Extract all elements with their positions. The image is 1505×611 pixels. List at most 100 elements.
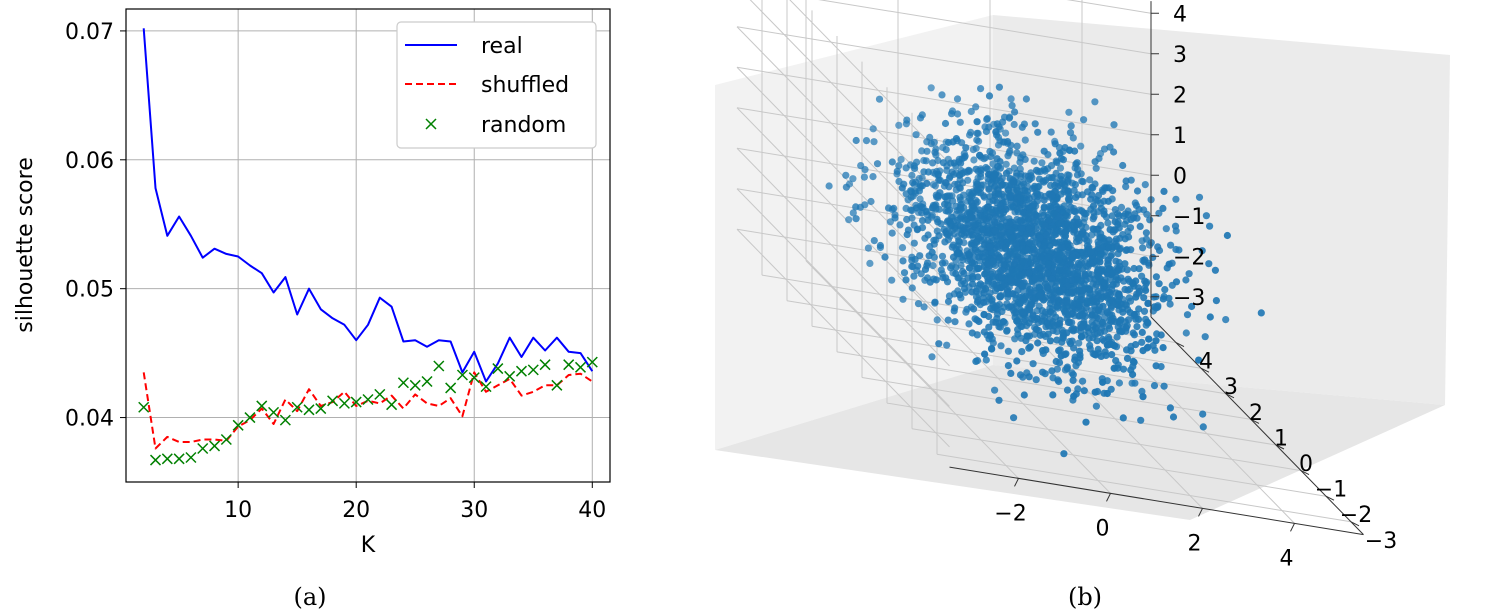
legend-label-real: real xyxy=(481,34,523,59)
marker-random xyxy=(515,365,527,377)
point xyxy=(1079,229,1087,237)
point xyxy=(1012,308,1020,316)
marker-random xyxy=(539,359,551,371)
marker-random xyxy=(149,454,162,466)
point xyxy=(935,176,943,184)
point xyxy=(1183,311,1192,319)
point xyxy=(1130,264,1138,273)
point xyxy=(995,396,1003,404)
point xyxy=(928,353,936,361)
point xyxy=(1096,329,1105,337)
point xyxy=(960,284,969,293)
point xyxy=(902,276,910,284)
x3d-tick-mark xyxy=(1290,523,1295,532)
point xyxy=(1086,298,1095,306)
point xyxy=(888,276,896,284)
point xyxy=(1100,284,1108,292)
point xyxy=(1013,317,1021,325)
point xyxy=(1111,206,1119,214)
point xyxy=(987,344,996,353)
point xyxy=(1083,242,1092,250)
point xyxy=(1075,234,1083,242)
point xyxy=(870,237,878,245)
point xyxy=(1066,129,1075,137)
series-random xyxy=(138,356,598,466)
series-layer xyxy=(138,28,598,466)
point xyxy=(1165,294,1173,302)
point xyxy=(1211,266,1219,274)
point xyxy=(973,129,981,137)
y3d-tick-mark xyxy=(1175,342,1185,348)
point xyxy=(1126,224,1135,232)
point xyxy=(926,278,934,286)
point xyxy=(914,262,922,270)
point xyxy=(1079,265,1087,273)
point xyxy=(1042,280,1050,288)
point xyxy=(1056,149,1064,157)
point xyxy=(1065,190,1073,198)
point xyxy=(1072,160,1080,168)
marker-random xyxy=(303,404,315,416)
point xyxy=(884,204,893,212)
marker-random xyxy=(209,440,221,452)
y3d-tick-mark xyxy=(1250,418,1260,424)
point xyxy=(1167,241,1175,249)
point xyxy=(1063,219,1072,227)
point xyxy=(1076,354,1084,362)
point xyxy=(1199,410,1207,418)
y3d-tick-label: 4 xyxy=(1199,350,1213,375)
point xyxy=(985,323,993,331)
point xyxy=(1077,333,1085,341)
point xyxy=(964,274,972,282)
point xyxy=(1123,346,1131,354)
point xyxy=(1057,172,1065,180)
caption-a: (a) xyxy=(293,583,326,611)
point xyxy=(1115,212,1123,220)
point xyxy=(1048,191,1056,199)
y-axis-label: silhouette score xyxy=(13,157,38,332)
point xyxy=(1123,266,1131,274)
point xyxy=(1140,294,1148,302)
marker-random xyxy=(492,363,504,375)
z3d-tick-label: 2 xyxy=(1173,83,1187,108)
point xyxy=(1070,223,1078,231)
point xyxy=(1026,343,1034,351)
point xyxy=(993,284,1001,293)
marker-random xyxy=(468,372,480,384)
point xyxy=(1132,201,1140,209)
point xyxy=(1010,414,1018,422)
point xyxy=(997,231,1005,239)
legend-label-random: random xyxy=(481,113,566,138)
point xyxy=(1034,339,1042,347)
point xyxy=(986,331,994,339)
point xyxy=(852,203,860,211)
point xyxy=(1046,308,1055,316)
point xyxy=(944,316,952,324)
point xyxy=(935,192,943,200)
point xyxy=(974,273,982,281)
point xyxy=(1144,299,1152,307)
point xyxy=(996,158,1004,166)
point xyxy=(938,252,947,260)
point xyxy=(1039,211,1048,219)
point xyxy=(1082,418,1090,426)
point xyxy=(1201,333,1209,341)
point xyxy=(1137,416,1145,424)
point xyxy=(1097,352,1105,360)
point xyxy=(1060,331,1068,339)
point xyxy=(975,206,983,214)
point xyxy=(1129,329,1137,337)
point xyxy=(1050,288,1058,296)
point xyxy=(957,159,965,167)
point xyxy=(1005,114,1014,122)
point xyxy=(911,255,919,264)
point xyxy=(1061,144,1069,152)
point xyxy=(1165,260,1173,268)
point xyxy=(1206,222,1214,230)
point xyxy=(1032,325,1040,333)
point xyxy=(902,164,910,172)
point xyxy=(1002,231,1011,239)
point xyxy=(977,85,985,93)
point xyxy=(1169,413,1178,421)
point xyxy=(1075,218,1083,226)
